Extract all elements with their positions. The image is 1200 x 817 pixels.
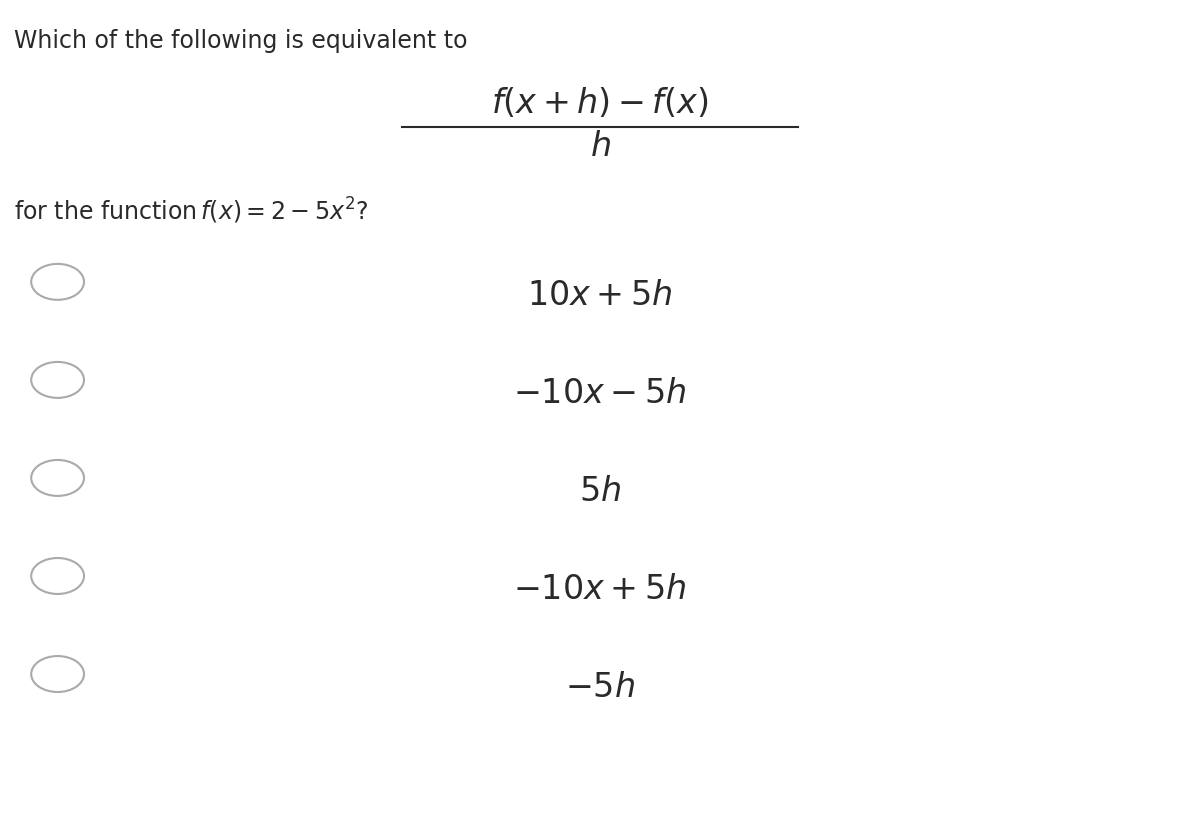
- Text: $5h$: $5h$: [578, 475, 622, 508]
- Text: $f(x + h) - f(x)$: $f(x + h) - f(x)$: [491, 86, 709, 120]
- Text: $-10x + 5h$: $-10x + 5h$: [514, 574, 686, 606]
- Text: $-5h$: $-5h$: [565, 672, 635, 704]
- Text: for the function$\,f(x) = 2 - 5x^2$?: for the function$\,f(x) = 2 - 5x^2$?: [14, 196, 370, 226]
- Text: $h$: $h$: [589, 131, 611, 163]
- Text: $-10x - 5h$: $-10x - 5h$: [514, 377, 686, 410]
- Text: $10x + 5h$: $10x + 5h$: [527, 279, 673, 312]
- Text: Which of the following is equivalent to: Which of the following is equivalent to: [14, 29, 468, 52]
